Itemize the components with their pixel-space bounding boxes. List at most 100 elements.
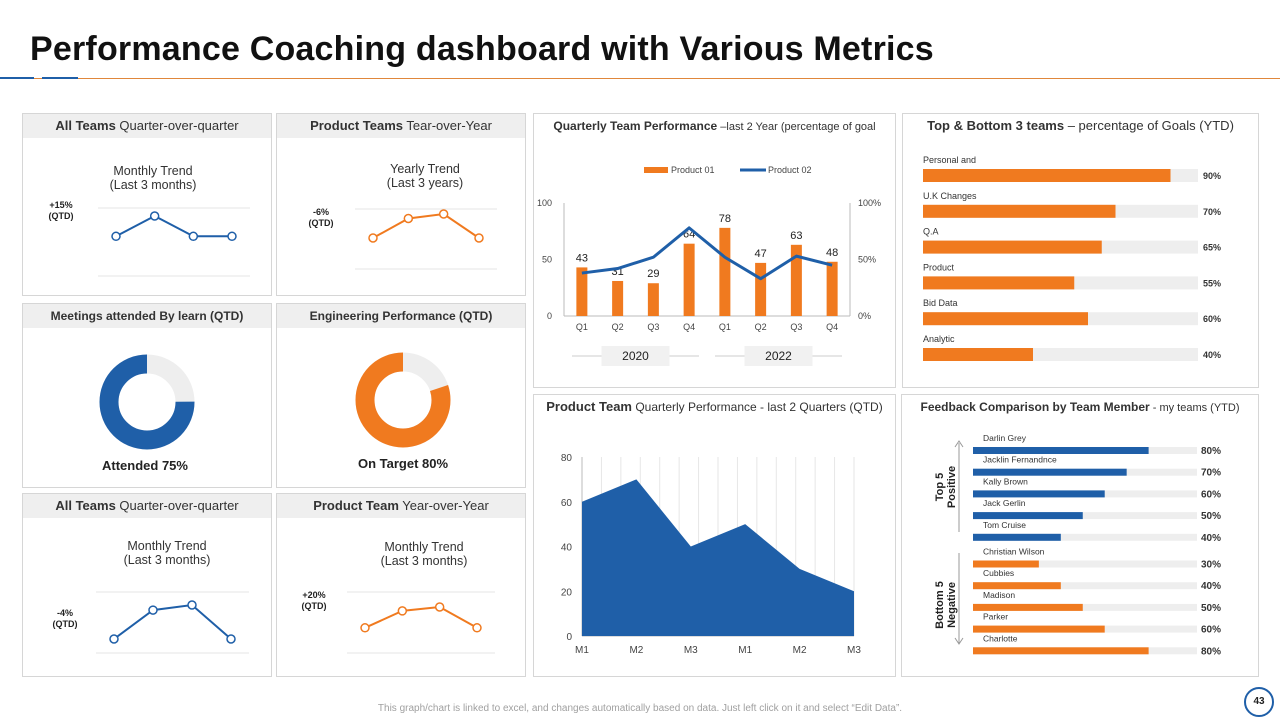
bar	[923, 169, 1171, 182]
x-tick-label: Q2	[612, 322, 624, 332]
bar	[923, 240, 1102, 254]
x-tick-label: Q1	[576, 322, 588, 332]
bar	[576, 267, 588, 316]
panel-product-team-quarterly: Product Team Quarterly Performance - las…	[533, 394, 896, 677]
category-label: Personal and	[923, 155, 976, 165]
sparkline-chart	[96, 591, 249, 654]
bar-value-label: 50%	[1201, 603, 1221, 614]
kpi-value: +20% (QTD)	[292, 590, 336, 612]
sparkline-point	[403, 213, 414, 224]
x-tick-label: Q1	[719, 322, 731, 332]
panel-meetings-attended: Meetings attended By learn (QTD) Attende…	[22, 303, 272, 488]
panel-header: All Teams Quarter-over-quarter	[23, 114, 271, 138]
panel-header: Quarterly Team Performance –last 2 Year …	[534, 114, 895, 138]
panel-top-bottom-teams: Top & Bottom 3 teams – percentage of Goa…	[902, 113, 1259, 388]
bar	[755, 262, 767, 316]
panel-header: Product Teams Tear-over-Year	[277, 114, 525, 138]
member-label: Jack Gerlin	[983, 498, 1026, 508]
panel-header-bold: All Teams	[55, 498, 116, 513]
sparkline-point	[434, 602, 445, 612]
sparkline-path	[115, 214, 232, 238]
y-tick-label: 0	[566, 632, 572, 643]
trend-caption-line2: (Last 3 months)	[109, 178, 197, 192]
bar	[647, 283, 659, 316]
bar-data-label: 63	[790, 230, 802, 242]
panel-header: Engineering Performance (QTD)	[277, 304, 525, 328]
bar-track	[973, 582, 1197, 590]
area-chart: 0 20 40 60 80 M1 M2 M3 M1 M2 M3	[561, 453, 862, 656]
y-tick-label: 100	[537, 198, 552, 208]
x-tick-label: Q3	[647, 322, 659, 332]
bar-value-label: 60%	[1201, 489, 1221, 500]
bar-value-label: 80%	[1201, 446, 1221, 457]
panel-header: Product Team Year-over-Year	[277, 494, 525, 518]
sparkline-path	[113, 603, 232, 640]
bar	[683, 243, 695, 316]
bar-data-label: 29	[647, 268, 659, 280]
panel-all-teams-qoq: All Teams Quarter-over-quarter Monthly T…	[22, 113, 272, 296]
bar-value-label: 30%	[1201, 560, 1221, 571]
legend-swatch	[644, 167, 668, 173]
panel-header-rest: Tear-over-Year	[403, 118, 492, 133]
member-label: Parker	[983, 612, 1008, 622]
trend-caption-line1: Monthly Trend	[113, 164, 193, 178]
x-tick-label: M1	[575, 645, 589, 656]
sparkline-point	[111, 231, 121, 242]
combo-chart: Product 01 Product 020 0%50 50%100 100%43Q13…	[537, 165, 881, 366]
panel-header-rest: – percentage of Goals (YTD)	[1064, 118, 1234, 133]
donut-slice	[355, 352, 451, 448]
hbar-chart: Personal and 90% U.K Changes 70% Q.A 65% Produ…	[923, 155, 1221, 361]
bar	[973, 447, 1149, 454]
panel-header-bold: Feedback Comparison by Team Member	[920, 400, 1150, 414]
bar	[826, 261, 838, 316]
bar-data-label: 43	[576, 252, 588, 264]
bar	[973, 603, 1083, 611]
bar-data-label: 48	[826, 247, 838, 259]
member-label: Darlin Grey	[983, 433, 1027, 443]
kpi-value-main: +20%	[302, 590, 326, 600]
bar-value-label: 40%	[1203, 350, 1221, 360]
panel-header: Top & Bottom 3 teams – percentage of Goa…	[903, 114, 1258, 138]
title-underline	[0, 78, 1280, 79]
bar-data-label: 78	[719, 213, 731, 225]
panel-header-bold: Product Team	[546, 399, 632, 414]
bar-track	[973, 512, 1197, 520]
sparkline-point	[360, 623, 370, 633]
donut-label: Attended 75%	[102, 458, 188, 473]
kpi-value: -4% (QTD)	[43, 608, 87, 630]
trend-caption: Monthly Trend (Last 3 months)	[83, 164, 223, 192]
bar	[923, 276, 1075, 290]
panel-header-bold: Product Team	[313, 498, 399, 513]
panel-product-teams-yoy: Product Teams Tear-over-Year Yearly Tren…	[276, 113, 526, 296]
panel-header-bold: Product Teams	[310, 118, 404, 133]
x-tick-label: M1	[738, 645, 752, 656]
sparkline-point	[397, 606, 408, 616]
bar	[719, 227, 731, 316]
page-number: 43	[1244, 687, 1274, 717]
trend-caption: Monthly Trend (Last 3 months)	[354, 540, 494, 568]
bar-value-label: 40%	[1201, 581, 1221, 592]
member-label: Christian Wilson	[983, 547, 1045, 557]
sparkline-point	[474, 233, 484, 243]
panel-header: Product Team Quarterly Performance - las…	[534, 395, 895, 419]
x-tick-label: Q2	[755, 322, 767, 332]
y2-tick-label: 0%	[858, 311, 871, 321]
bar-value-label: 65%	[1203, 243, 1221, 253]
bar-value-label: 60%	[1201, 625, 1221, 636]
trend-caption-line2: (Last 3 years)	[386, 176, 464, 190]
legend-label: Product 01	[671, 165, 715, 175]
donut-chart	[99, 354, 195, 450]
panel-quarterly-team-performance: Quarterly Team Performance –last 2 Year …	[533, 113, 896, 388]
category-label: Product	[923, 262, 955, 272]
kpi-value-period: (QTD)	[52, 619, 78, 629]
bar-value-label: 70%	[1201, 468, 1221, 479]
arrow-down-icon	[954, 637, 964, 645]
trend-caption: Yearly Trend (Last 3 years)	[355, 162, 495, 190]
panel-header-bold: Meetings attended By learn (QTD)	[50, 309, 244, 323]
member-label: Jacklin Fernandnce	[983, 455, 1057, 465]
x-tick-label: Q4	[826, 322, 838, 332]
trend-caption-line1: Monthly Trend	[384, 540, 464, 554]
group-label-box	[601, 346, 670, 366]
panel-header-rest: Quarter-over-quarter	[115, 118, 239, 133]
trend-caption-line2: (Last 3 months)	[380, 554, 468, 568]
